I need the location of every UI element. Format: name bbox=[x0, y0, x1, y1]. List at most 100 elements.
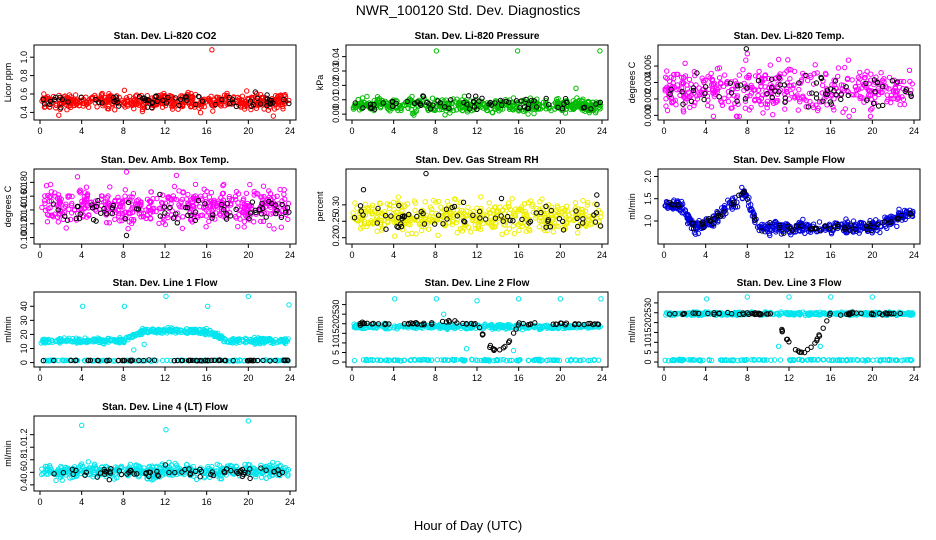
data-point bbox=[253, 105, 260, 112]
y-axis-label: ml/min bbox=[627, 193, 637, 220]
data-point bbox=[480, 105, 486, 111]
y-tick-label: 0 bbox=[331, 360, 341, 365]
data-point bbox=[106, 97, 113, 103]
data-point bbox=[467, 98, 474, 104]
data-point bbox=[241, 224, 247, 230]
x-tick-label: 24 bbox=[597, 373, 607, 383]
data-point bbox=[487, 99, 494, 106]
data-point bbox=[688, 92, 694, 98]
data-point bbox=[784, 86, 790, 92]
data-point bbox=[667, 91, 673, 97]
data-point bbox=[504, 229, 510, 236]
x-tick-label: 16 bbox=[514, 250, 524, 260]
data-point bbox=[759, 92, 766, 98]
data-point bbox=[561, 101, 567, 107]
data-point bbox=[127, 100, 133, 106]
x-tick-label: 20 bbox=[243, 250, 253, 260]
data-point bbox=[908, 93, 914, 100]
x-tick-label: 16 bbox=[202, 126, 212, 136]
data-point bbox=[835, 73, 841, 80]
data-point bbox=[83, 99, 89, 105]
data-point bbox=[185, 191, 191, 198]
data-point bbox=[684, 95, 690, 102]
data-point bbox=[702, 91, 708, 97]
data-point bbox=[668, 74, 674, 80]
data-point bbox=[763, 91, 769, 98]
data-point bbox=[226, 94, 233, 101]
data-point bbox=[889, 78, 896, 84]
data-point bbox=[580, 98, 586, 105]
data-point bbox=[691, 102, 697, 109]
outlier-point bbox=[123, 169, 130, 175]
data-point bbox=[710, 87, 716, 94]
data-point bbox=[107, 184, 113, 190]
y-tick-label: 0.25 bbox=[331, 213, 341, 231]
chart-panel-4: Stan. Dev. Amb. Box Temp.degrees C0 4 8 12 1… bbox=[3, 155, 297, 260]
data-point bbox=[710, 113, 717, 120]
data-point bbox=[149, 99, 156, 106]
data-point bbox=[203, 224, 209, 230]
data-point bbox=[747, 92, 753, 99]
data-point bbox=[158, 92, 165, 98]
data-point bbox=[680, 101, 686, 107]
data-point bbox=[803, 72, 809, 79]
plot-frame bbox=[33, 44, 297, 121]
data-point bbox=[819, 90, 825, 96]
data-point bbox=[139, 106, 146, 113]
data-point bbox=[777, 87, 784, 93]
data-point bbox=[664, 68, 670, 74]
data-point bbox=[662, 86, 668, 92]
data-point bbox=[831, 107, 837, 113]
data-point bbox=[846, 113, 852, 120]
data-point bbox=[133, 98, 139, 104]
data-point bbox=[434, 357, 440, 363]
x-tick-label: 12 bbox=[472, 126, 482, 136]
data-point bbox=[686, 76, 693, 83]
x-tick-label: 12 bbox=[472, 373, 482, 383]
data-point bbox=[121, 99, 127, 106]
data-point bbox=[690, 87, 697, 94]
data-point bbox=[468, 229, 474, 235]
data-point bbox=[708, 70, 714, 77]
data-point bbox=[182, 94, 189, 100]
data-point bbox=[134, 92, 140, 98]
data-point bbox=[796, 80, 802, 86]
data-point bbox=[714, 66, 721, 72]
chart-title: Stan. Dev. Li-820 Pressure bbox=[415, 31, 540, 42]
data-point bbox=[752, 73, 759, 79]
data-point bbox=[769, 76, 775, 82]
data-point bbox=[788, 83, 794, 89]
data-point bbox=[110, 94, 117, 101]
data-point bbox=[820, 98, 826, 104]
x-tick-label: 24 bbox=[597, 250, 607, 260]
data-point bbox=[662, 74, 669, 81]
data-point bbox=[65, 99, 71, 105]
data-point bbox=[141, 95, 148, 101]
data-point bbox=[179, 225, 186, 232]
chart-title: Stan. Dev. Line 1 Flow bbox=[113, 278, 218, 289]
data-point bbox=[744, 85, 750, 91]
data-point bbox=[43, 183, 50, 189]
data-point bbox=[867, 77, 874, 83]
y-tick-label: 1.0 bbox=[643, 215, 653, 228]
x-tick-label: 0 bbox=[349, 250, 354, 260]
data-point bbox=[247, 98, 254, 104]
data-point bbox=[701, 96, 707, 103]
outlier-point bbox=[141, 341, 147, 347]
data-point bbox=[670, 98, 677, 105]
data-point bbox=[810, 102, 816, 108]
data-point bbox=[788, 90, 795, 97]
x-tick-label: 4 bbox=[391, 250, 396, 260]
x-tick-label: 24 bbox=[909, 250, 919, 260]
data-point bbox=[580, 198, 586, 204]
data-point bbox=[899, 94, 905, 100]
data-point bbox=[525, 105, 532, 112]
series-reference bbox=[352, 93, 603, 113]
data-point bbox=[849, 77, 855, 83]
data-point bbox=[412, 100, 418, 107]
data-point bbox=[125, 226, 131, 232]
data-point bbox=[673, 102, 679, 108]
data-point bbox=[795, 107, 801, 113]
